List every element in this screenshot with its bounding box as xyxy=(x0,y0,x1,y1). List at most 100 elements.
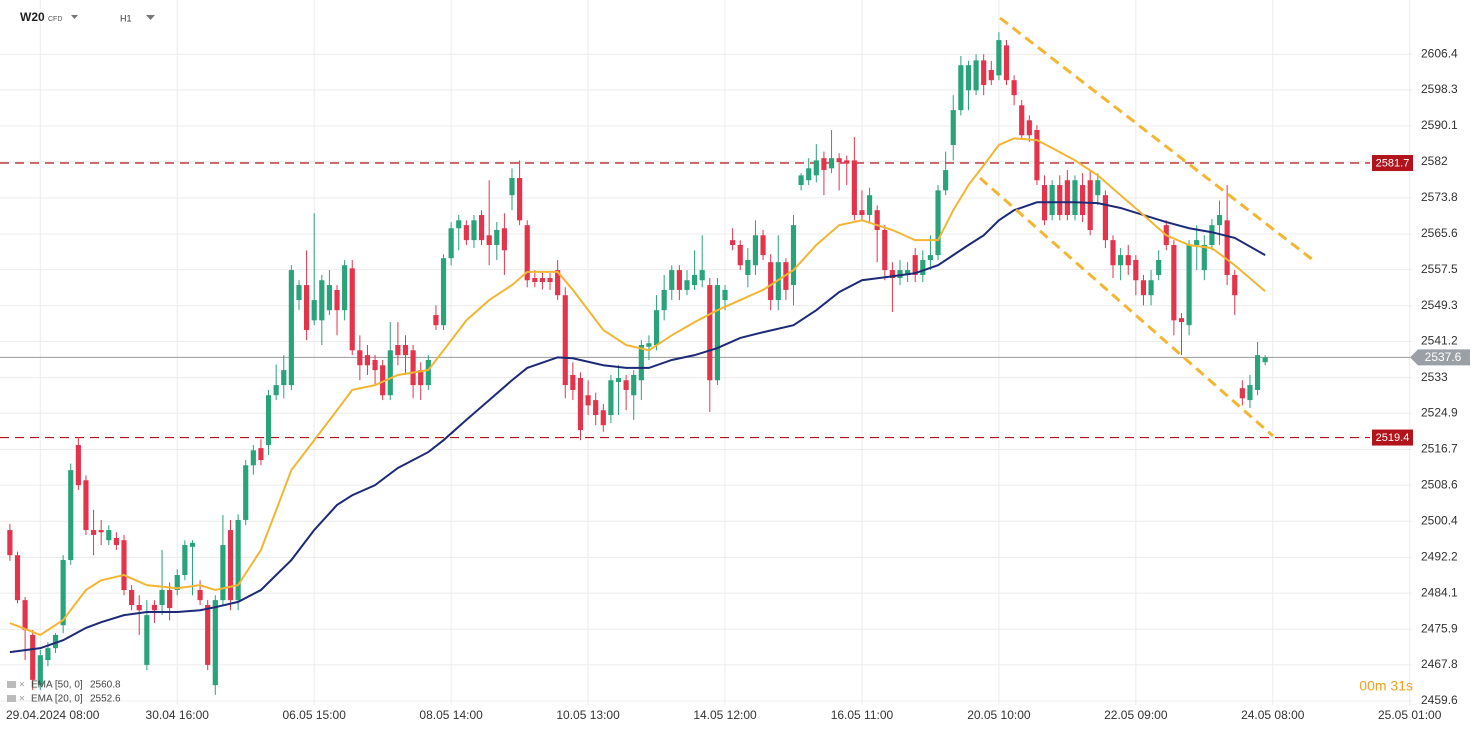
candle-body xyxy=(950,110,956,145)
candle-body xyxy=(174,575,180,590)
candle-body xyxy=(182,545,188,576)
candle-body xyxy=(395,345,401,356)
candle-body xyxy=(692,274,698,286)
candle-body xyxy=(448,228,454,259)
candle-body xyxy=(250,450,256,466)
candle-body xyxy=(874,210,880,231)
instrument-type: CFD xyxy=(48,16,62,23)
y-tick-label: 2516.7 xyxy=(1421,442,1458,456)
candle-body xyxy=(220,545,226,601)
y-tick-label: 2524.9 xyxy=(1421,405,1458,419)
candle-body xyxy=(418,370,424,386)
candle-body xyxy=(304,285,310,331)
candle-body xyxy=(851,160,857,216)
y-tick-label: 2459.6 xyxy=(1421,693,1458,707)
candle-body xyxy=(661,289,667,311)
candle-body xyxy=(859,210,865,216)
candle-body xyxy=(319,280,325,321)
candle-body xyxy=(965,65,972,91)
candle-body xyxy=(357,350,363,366)
candle-body xyxy=(828,158,835,169)
candle-body xyxy=(380,365,386,396)
candle-body xyxy=(494,230,500,245)
candle-body xyxy=(730,240,736,245)
y-tick-label: 2606.4 xyxy=(1421,46,1458,60)
candle-body xyxy=(798,175,804,186)
ema-line xyxy=(9,201,1266,654)
candle-body xyxy=(1079,185,1086,216)
candle-body xyxy=(517,178,523,221)
candle-body xyxy=(943,170,949,191)
marks xyxy=(7,32,1268,695)
symbol: W20 xyxy=(20,10,45,24)
candle-body xyxy=(1057,185,1063,216)
candle-body xyxy=(676,270,682,290)
x-tick-label: 30.04 16:00 xyxy=(146,708,210,722)
interval: H1 xyxy=(120,13,132,23)
candle-body xyxy=(524,225,530,281)
candle-body xyxy=(1011,80,1017,96)
y-tick-label: 2573.8 xyxy=(1421,190,1458,204)
candle-body xyxy=(265,395,272,446)
symbol-dropdown[interactable] xyxy=(71,15,78,19)
x-tick-label: 25.05 01:00 xyxy=(1378,708,1442,722)
candle-body xyxy=(1194,240,1200,245)
candle-body xyxy=(136,604,142,611)
level-label-box xyxy=(1372,429,1413,446)
legend-icon xyxy=(7,681,16,688)
countdown: 00m 31s xyxy=(1359,678,1413,694)
candle-body xyxy=(509,178,515,196)
levels xyxy=(0,162,1410,439)
candle-body xyxy=(745,259,751,275)
candle-body xyxy=(905,270,911,275)
candle-body xyxy=(547,278,553,282)
candle-body xyxy=(1125,255,1131,266)
x-tick-label: 10.05 13:00 xyxy=(556,708,620,722)
candle-body xyxy=(1118,255,1124,266)
candle-body xyxy=(988,70,994,81)
candle-body xyxy=(1262,357,1268,363)
candle-body xyxy=(714,285,720,381)
candle-body xyxy=(60,560,66,626)
candle-body xyxy=(501,228,507,251)
candle-body xyxy=(151,604,158,611)
axes: 2459.6 2467.8 2475.9 2484.1 2492.2 2500.4 2508… xyxy=(6,46,1470,722)
candle-body xyxy=(387,350,393,396)
candle-body xyxy=(410,350,416,386)
candle-body xyxy=(539,278,546,282)
candle-body xyxy=(22,600,28,631)
candle-body xyxy=(646,343,652,347)
candle-body xyxy=(1178,318,1185,323)
candle-body xyxy=(1209,225,1215,245)
last-price-box xyxy=(1410,349,1470,366)
candle-body xyxy=(75,445,81,486)
y-tick-label: 2582 xyxy=(1421,154,1448,168)
candle-body xyxy=(1232,274,1238,296)
x-tick-label: 08.05 14:00 xyxy=(419,708,483,722)
candle-body xyxy=(684,280,690,290)
candle-body xyxy=(1087,180,1093,231)
candle-body xyxy=(1247,385,1253,401)
candle-body xyxy=(1019,105,1025,136)
grid xyxy=(0,0,1412,705)
interval-dropdown[interactable] xyxy=(146,15,155,20)
y-tick-label: 2533 xyxy=(1421,370,1448,384)
candle-body xyxy=(440,258,447,326)
level-label: 2581.7 xyxy=(1376,157,1410,169)
candle-body xyxy=(920,259,926,275)
x-tick-label: 22.05 09:00 xyxy=(1104,708,1168,722)
ema-line xyxy=(9,137,1266,637)
x-tick-label: 29.04.2024 08:00 xyxy=(6,708,100,722)
candle-body xyxy=(768,262,774,301)
candle-body xyxy=(144,615,150,665)
candle-body xyxy=(106,530,112,541)
candle-body xyxy=(425,359,431,386)
candle-body xyxy=(1201,244,1207,271)
x-tick-label: 14.05 12:00 xyxy=(693,708,757,722)
candle-body xyxy=(129,589,135,605)
candle-body xyxy=(638,345,644,381)
candle-body xyxy=(760,235,766,256)
candle-body xyxy=(227,530,234,601)
candle-body xyxy=(197,589,203,601)
